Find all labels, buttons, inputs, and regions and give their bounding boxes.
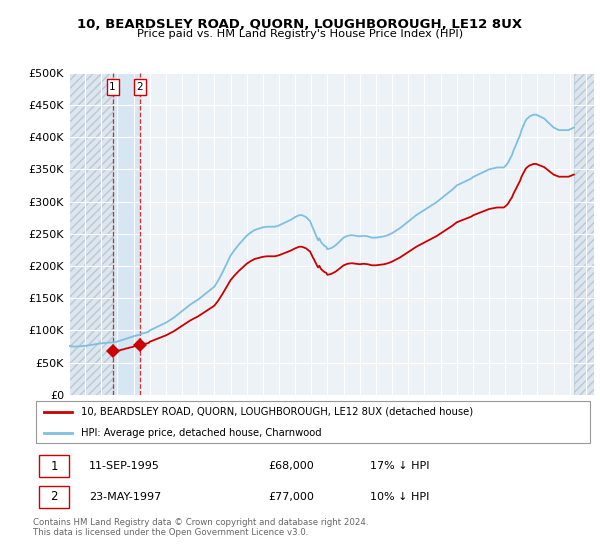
- Bar: [113, 73, 140, 395]
- Text: 19
96: 19 96: [112, 422, 123, 442]
- Text: 20
15: 20 15: [419, 422, 430, 442]
- Text: 20
24: 20 24: [564, 422, 575, 442]
- Text: 20
16: 20 16: [435, 422, 446, 442]
- Text: 17% ↓ HPI: 17% ↓ HPI: [370, 461, 429, 471]
- Text: 1: 1: [50, 460, 58, 473]
- Text: 1: 1: [109, 82, 116, 92]
- Text: 20
10: 20 10: [338, 422, 349, 442]
- Text: 11-SEP-1995: 11-SEP-1995: [89, 461, 160, 471]
- Text: 20
11: 20 11: [354, 422, 365, 442]
- Text: 20
12: 20 12: [370, 422, 382, 442]
- Text: £77,000: £77,000: [269, 492, 314, 502]
- Text: 10% ↓ HPI: 10% ↓ HPI: [370, 492, 429, 502]
- Text: 10, BEARDSLEY ROAD, QUORN, LOUGHBOROUGH, LE12 8UX (detached house): 10, BEARDSLEY ROAD, QUORN, LOUGHBOROUGH,…: [80, 407, 473, 417]
- Text: 20
20: 20 20: [499, 422, 511, 442]
- Text: 20
22: 20 22: [532, 422, 543, 442]
- Text: 20
05: 20 05: [257, 422, 269, 442]
- Text: 19
97: 19 97: [128, 422, 139, 442]
- Text: 23-MAY-1997: 23-MAY-1997: [89, 492, 161, 502]
- Text: 20
25: 20 25: [580, 422, 592, 442]
- Text: 10, BEARDSLEY ROAD, QUORN, LOUGHBOROUGH, LE12 8UX: 10, BEARDSLEY ROAD, QUORN, LOUGHBOROUGH,…: [77, 18, 523, 31]
- Text: 20
13: 20 13: [386, 422, 398, 442]
- FancyBboxPatch shape: [38, 486, 70, 507]
- Text: 20
23: 20 23: [548, 422, 559, 442]
- Text: 20
19: 20 19: [483, 422, 495, 442]
- Text: Contains HM Land Registry data © Crown copyright and database right 2024.
This d: Contains HM Land Registry data © Crown c…: [33, 518, 368, 538]
- Text: 20
14: 20 14: [403, 422, 414, 442]
- Text: 20
03: 20 03: [225, 422, 236, 442]
- Bar: [574, 73, 594, 395]
- Text: 19
94: 19 94: [79, 422, 91, 442]
- Text: 19
93: 19 93: [63, 422, 75, 442]
- Text: 20
00: 20 00: [176, 422, 188, 442]
- Text: 20
01: 20 01: [193, 422, 204, 442]
- Bar: [69, 73, 113, 395]
- FancyBboxPatch shape: [36, 401, 590, 444]
- FancyBboxPatch shape: [38, 455, 70, 477]
- Text: 2: 2: [136, 82, 143, 92]
- Text: £68,000: £68,000: [269, 461, 314, 471]
- Text: HPI: Average price, detached house, Charnwood: HPI: Average price, detached house, Char…: [80, 428, 322, 438]
- Text: 20
09: 20 09: [322, 422, 333, 442]
- Text: 20
04: 20 04: [241, 422, 253, 442]
- Text: 20
02: 20 02: [209, 422, 220, 442]
- Text: 19
99: 19 99: [160, 422, 172, 442]
- Text: 2: 2: [50, 491, 58, 503]
- Text: 20
08: 20 08: [305, 422, 317, 442]
- Text: 19
95: 19 95: [95, 422, 107, 442]
- Text: Price paid vs. HM Land Registry's House Price Index (HPI): Price paid vs. HM Land Registry's House …: [137, 29, 463, 39]
- Text: 19
98: 19 98: [144, 422, 155, 442]
- Text: 20
17: 20 17: [451, 422, 463, 442]
- Text: 20
06: 20 06: [273, 422, 285, 442]
- Text: 20
07: 20 07: [289, 422, 301, 442]
- Text: 20
21: 20 21: [515, 422, 527, 442]
- Text: 20
18: 20 18: [467, 422, 479, 442]
